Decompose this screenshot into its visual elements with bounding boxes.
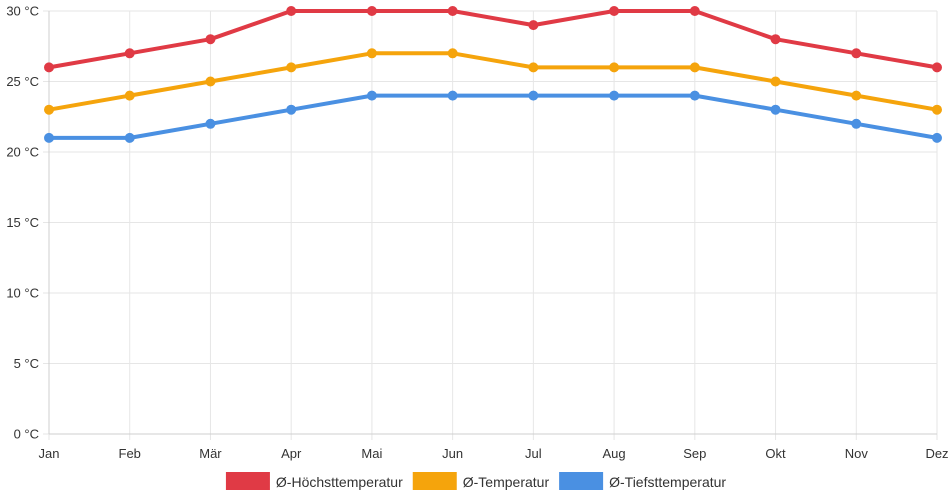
data-point[interactable] [609,90,620,101]
data-point[interactable] [366,90,377,101]
legend[interactable]: Ø-Höchsttemperatur Ø-Temperatur Ø-Tiefstte… [225,472,726,490]
legend-swatch [559,472,604,490]
data-point[interactable] [366,48,377,59]
series-line [47,51,939,112]
data-point[interactable] [689,62,700,73]
data-point[interactable] [851,90,862,101]
data-point[interactable] [44,132,54,143]
x-tick-label: Jan [39,446,60,461]
x-tick-label: Mai [361,446,382,461]
data-point[interactable] [932,62,942,73]
data-point[interactable] [366,6,377,16]
y-tick-label: 20 °C [6,145,39,160]
data-point[interactable] [609,62,620,73]
y-tick-label: 30 °C [6,4,39,19]
y-tick-label: 5 °C [14,356,39,371]
data-point[interactable] [528,62,539,73]
legend-item[interactable]: Ø-Tiefsttemperatur [559,472,726,490]
x-tick-label: Nov [845,446,869,461]
legend-item[interactable]: Ø-Temperatur [412,472,550,490]
series-line [47,9,939,70]
axes: 0 °C 5 °C 10 °C 15 °C 20 °C 25 °C 30 °C Jan Feb M… [6,4,948,462]
data-point[interactable] [124,48,135,59]
data-point[interactable] [528,20,539,31]
data-point[interactable] [447,48,458,59]
data-point[interactable] [609,6,620,16]
data-point[interactable] [447,90,458,101]
data-point[interactable] [205,118,216,129]
data-point[interactable] [932,132,942,143]
data-point[interactable] [689,90,700,101]
data-point[interactable] [124,90,135,101]
y-tick-label: 10 °C [6,286,39,301]
y-tick-label: 25 °C [6,74,39,89]
y-tick-label: 0 °C [14,427,39,442]
data-point[interactable] [286,6,297,16]
legend-item[interactable]: Ø-Höchsttemperatur [225,472,403,490]
x-tick-label: Sep [683,446,706,461]
grid [43,10,938,440]
data-point[interactable] [286,62,297,73]
series-2 [44,90,942,143]
data-point[interactable] [205,76,216,87]
data-point[interactable] [528,90,539,101]
data-point[interactable] [44,104,54,115]
x-tick-label: Mär [199,446,222,461]
data-point[interactable] [44,62,54,73]
legend-label: Ø-Höchsttemperatur [276,474,403,490]
data-point[interactable] [770,104,781,115]
series-lines [44,6,942,143]
legend-label: Ø-Tiefsttemperatur [609,474,726,490]
series-0 [44,6,942,73]
x-tick-label: Aug [603,446,626,461]
data-point[interactable] [689,6,700,16]
series-line [47,93,939,140]
x-tick-label: Jun [442,446,463,461]
y-tick-label: 15 °C [6,215,39,230]
legend-swatch [225,472,270,490]
legend-label: Ø-Temperatur [463,474,550,490]
x-tick-label: Apr [281,446,302,461]
data-point[interactable] [447,6,458,16]
x-tick-label: Okt [765,446,786,461]
data-point[interactable] [770,76,781,87]
data-point[interactable] [124,132,135,143]
data-point[interactable] [851,118,862,129]
series-1 [44,48,942,115]
x-tick-label: Jul [525,446,542,461]
data-point[interactable] [932,104,942,115]
x-tick-label: Feb [119,446,141,461]
x-tick-label: Dez [925,446,948,461]
legend-swatch [412,472,457,490]
data-point[interactable] [205,34,216,45]
data-point[interactable] [286,104,297,115]
data-point[interactable] [770,34,781,45]
data-point[interactable] [851,48,862,59]
